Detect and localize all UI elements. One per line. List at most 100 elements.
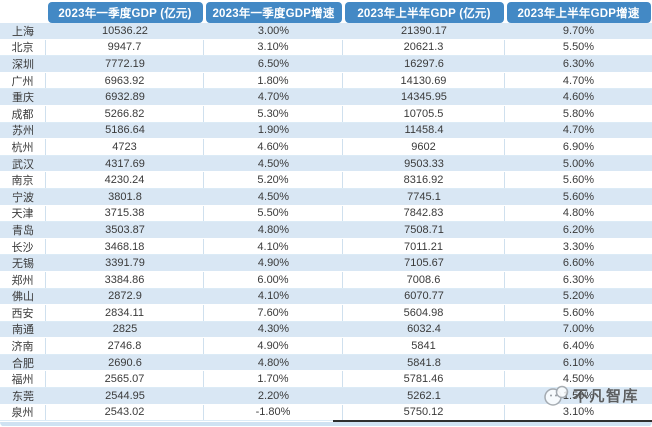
value-cell: 3.10% (204, 39, 343, 56)
value-cell: 3391.79 (105, 257, 145, 270)
header-cell-q1-growth: 2023年一季度GDP增速 (204, 2, 343, 23)
value-cell: -1.80% (204, 404, 343, 421)
value-cell: 16297.6 (404, 57, 444, 70)
value-cell: 1.50% (562, 389, 595, 402)
value-cell: 7508.71 (404, 223, 444, 236)
table-row: 成都 5266.82 5.30% 10705.5 5.80% (0, 105, 652, 123)
table-row: 合肥 2690.6 4.80% 5841.8 6.10% (0, 354, 652, 372)
watermark-text: 不凡智库 (573, 387, 640, 405)
value-cell: 6.30% (562, 273, 595, 286)
city-cell: 南通 (12, 324, 34, 337)
table-row: 天津 3715.38 5.50% 7842.83 4.80% (0, 205, 652, 223)
value-cell: 5262.1 (407, 389, 441, 402)
value-cell: 5.60% (562, 306, 595, 319)
city-cell: 长沙 (0, 238, 46, 255)
value-cell: 4.50% (257, 157, 290, 170)
value-cell: 5750.12 (343, 404, 505, 421)
value-cell: 6.50% (257, 57, 290, 70)
city-cell: 西安 (0, 305, 46, 321)
value-cell: 5841.8 (407, 356, 441, 369)
city-cell: 济南 (0, 338, 46, 354)
value-cell: 9947.7 (46, 39, 204, 56)
value-cell: 4317.69 (105, 157, 145, 170)
cutoff-row-sliver (0, 421, 652, 426)
city-cell: 成都 (0, 105, 46, 122)
city-cell: 泉州 (0, 404, 46, 421)
value-cell: 4.90% (257, 257, 290, 270)
value-cell: 5186.64 (105, 124, 145, 137)
table-header-row: 2023年一季度GDP (亿元) 2023年一季度GDP增速 2023年上半年G… (0, 0, 652, 23)
city-cell: 佛山 (12, 291, 34, 304)
value-cell: 2.20% (257, 389, 290, 402)
value-cell: 5.50% (204, 205, 343, 222)
value-cell: 2825 (112, 323, 138, 336)
value-cell: 4.70% (257, 91, 290, 104)
value-cell: 3801.8 (108, 190, 142, 203)
value-cell: 7011.21 (343, 238, 505, 255)
value-cell: 5.20% (562, 290, 595, 303)
value-cell: 4.10% (204, 238, 343, 255)
table-row: 深圳 7772.19 6.50% 16297.6 6.30% (0, 56, 652, 73)
value-cell: 7772.19 (105, 57, 145, 70)
value-cell: 4.50% (562, 373, 595, 386)
city-cell: 广州 (0, 72, 46, 89)
value-cell: 1.80% (204, 72, 343, 89)
city-cell: 北京 (0, 39, 46, 56)
value-cell: 7008.6 (343, 271, 505, 288)
header-label-q1-gdp: 2023年一季度GDP (亿元) (47, 2, 203, 23)
value-cell: 14345.95 (401, 91, 447, 104)
city-cell: 上海 (12, 25, 34, 38)
value-cell: 3715.38 (46, 205, 204, 222)
value-cell: 4.80% (257, 356, 290, 369)
value-cell: 10705.5 (343, 105, 505, 122)
value-cell: 6032.4 (407, 323, 441, 336)
value-cell: 4.30% (257, 323, 290, 336)
table-row: 东莞 2544.95 2.20% 5262.1 1.50% (0, 388, 652, 405)
city-cell: 天津 (0, 205, 46, 222)
value-cell: 2690.6 (108, 356, 142, 369)
value-cell: 2746.8 (46, 338, 204, 354)
value-cell: 5.00% (562, 157, 595, 170)
value-cell: 6.60% (562, 257, 595, 270)
city-cell: 郑州 (0, 271, 46, 288)
value-cell: 7.00% (562, 323, 595, 336)
table-body: 上海 10536.22 3.00% 21390.17 9.70% 北京 9947.7 3.10… (0, 23, 652, 422)
value-cell: 2565.07 (46, 371, 204, 388)
value-cell: 4.60% (204, 139, 343, 155)
value-cell: 3503.87 (105, 223, 145, 236)
value-cell: 6932.89 (105, 91, 145, 104)
value-cell: 7105.67 (404, 257, 444, 270)
table-row: 杭州 4723 4.60% 9602 6.90% (0, 139, 652, 156)
value-cell: 3.10% (562, 406, 595, 419)
value-cell: 7.60% (204, 305, 343, 321)
table-row: 长沙 3468.18 4.10% 7011.21 3.30% (0, 238, 652, 256)
header-cell-h1-gdp: 2023年上半年GDP (亿元) (343, 2, 505, 23)
value-cell: 5604.98 (343, 305, 505, 321)
table-row: 西安 2834.11 7.60% 5604.98 5.60% (0, 305, 652, 322)
watermark: 不凡智库 (543, 383, 639, 407)
city-cell: 杭州 (0, 139, 46, 155)
value-cell: 5781.46 (343, 371, 505, 388)
value-cell: 1.90% (257, 124, 290, 137)
value-cell: 5.80% (562, 107, 595, 120)
table-row: 武汉 4317.69 4.50% 9503.33 5.00% (0, 155, 652, 173)
value-cell: 6963.92 (46, 72, 204, 89)
value-cell: 9.70% (562, 24, 595, 37)
city-cell: 宁波 (12, 191, 34, 204)
value-cell: 5.30% (204, 105, 343, 122)
value-cell: 4.80% (257, 223, 290, 236)
city-cell: 青岛 (12, 224, 34, 237)
value-cell: 3384.86 (46, 271, 204, 288)
value-cell: 2872.9 (108, 290, 142, 303)
value-cell: 6.90% (562, 140, 595, 153)
table-row: 重庆 6932.89 4.70% 14345.95 4.60% (0, 89, 652, 106)
value-cell: 5.20% (204, 172, 343, 188)
value-cell: 4723 (46, 139, 204, 155)
table-row: 北京 9947.7 3.10% 20621.3 5.50% (0, 39, 652, 57)
header-label-h1-gdp: 2023年上半年GDP (亿元) (344, 2, 504, 23)
value-cell: 6.40% (562, 340, 595, 353)
city-cell: 苏州 (12, 125, 34, 138)
value-cell: 4.80% (562, 207, 595, 220)
value-cell: 4.10% (257, 290, 290, 303)
